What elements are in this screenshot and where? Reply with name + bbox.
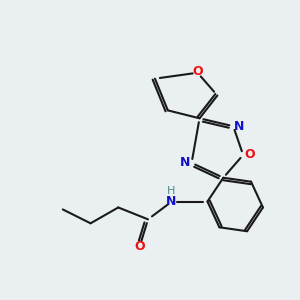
Text: O: O bbox=[244, 148, 255, 161]
Text: O: O bbox=[192, 65, 203, 78]
Text: N: N bbox=[180, 156, 190, 170]
Text: N: N bbox=[234, 120, 244, 133]
Text: N: N bbox=[166, 195, 176, 208]
Text: O: O bbox=[135, 240, 146, 253]
Text: H: H bbox=[167, 186, 175, 196]
